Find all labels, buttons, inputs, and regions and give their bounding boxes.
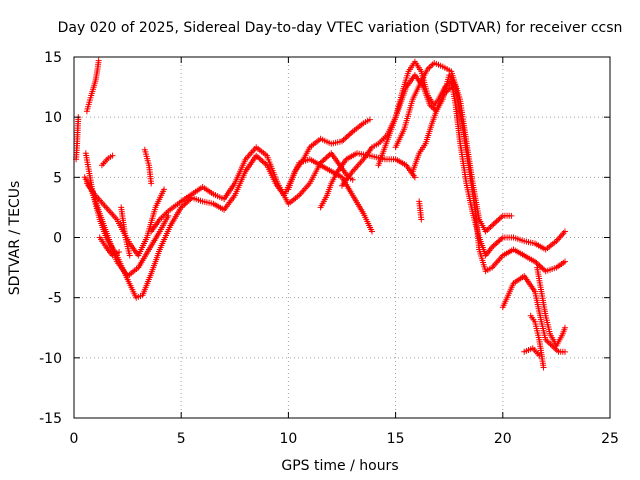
x-tick-label: 25: [601, 431, 619, 447]
series-track-08: [96, 234, 123, 259]
x-tick-label: 15: [387, 431, 405, 447]
y-tick-label: -5: [48, 291, 62, 307]
series-track-17: [416, 198, 425, 223]
x-tick-label: 20: [494, 431, 512, 447]
series-track-07: [141, 146, 155, 187]
series-markers: [317, 150, 418, 211]
x-axis-label: GPS time / hours: [281, 458, 398, 474]
series-track-18: [499, 273, 568, 355]
x-tick-label: 0: [70, 431, 79, 447]
series-markers: [285, 116, 373, 193]
series-track-09: [118, 204, 133, 259]
series-track-16: [409, 84, 455, 175]
series-markers: [96, 234, 123, 259]
y-tick-label: 0: [53, 231, 62, 247]
y-tick-label: 5: [53, 170, 62, 186]
x-tick-label: 5: [177, 431, 186, 447]
series-markers: [141, 146, 155, 187]
series-track-14: [375, 72, 568, 275]
x-tick-label: 10: [279, 431, 297, 447]
series-markers: [118, 204, 133, 259]
series-track-11: [285, 116, 373, 193]
series-markers: [392, 60, 515, 235]
y-axis-label: SDTVAR / TECUs: [7, 181, 23, 296]
data-series: [73, 57, 568, 371]
series-markers: [521, 345, 543, 359]
series-track-15: [392, 60, 515, 235]
series-markers: [409, 84, 455, 175]
series-markers: [148, 144, 356, 235]
series-markers: [73, 114, 82, 163]
y-tick-label: -10: [39, 351, 62, 367]
series-track-06: [98, 152, 116, 169]
series-trace: [99, 237, 120, 257]
series-track-03: [82, 150, 376, 301]
y-tick-label: 10: [44, 110, 62, 126]
series-markers: [416, 198, 425, 223]
series-track-10: [148, 144, 356, 235]
chart-title: Day 020 of 2025, Sidereal Day-to-day VTE…: [58, 20, 623, 36]
series-markers: [534, 264, 568, 349]
series-markers: [83, 57, 102, 115]
series-track-01: [73, 114, 82, 163]
series-track-20: [534, 264, 568, 349]
series-markers: [499, 273, 568, 355]
y-tick-label: -15: [39, 411, 62, 427]
series-markers: [98, 152, 116, 169]
series-markers: [82, 150, 376, 301]
series-trace: [394, 62, 512, 233]
series-track-02: [83, 57, 102, 115]
y-tick-label: 15: [44, 50, 62, 66]
series-track-21: [521, 345, 543, 359]
series-track-12: [317, 150, 418, 211]
series-track-19: [527, 312, 547, 371]
axis-ticks: 0 5 10 15 20 25 -15 -10 -5 0 5 10 15: [39, 50, 619, 447]
series-markers: [527, 312, 547, 371]
